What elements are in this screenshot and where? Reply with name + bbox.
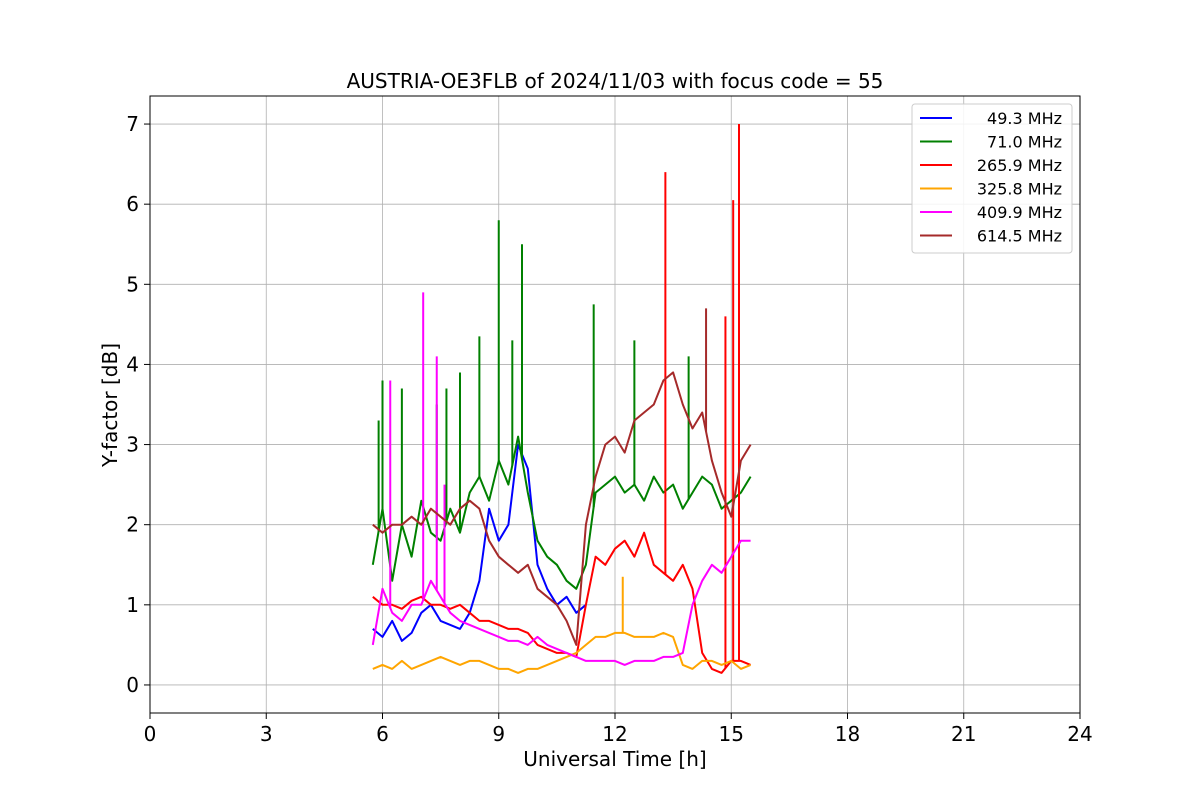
x-axis-label: Universal Time [h]: [523, 747, 706, 771]
y-tick-label: 3: [126, 433, 139, 457]
x-tick-label: 0: [144, 722, 157, 746]
legend-label: 265.9 MHz: [977, 156, 1062, 175]
legend-label: 614.5 MHz: [977, 227, 1062, 246]
legend-label: 409.9 MHz: [977, 203, 1062, 222]
y-tick-label: 7: [126, 112, 139, 136]
y-tick-label: 5: [126, 272, 139, 296]
y-tick-label: 2: [126, 513, 139, 537]
x-tick-label: 6: [376, 722, 389, 746]
legend: 49.3 MHz 71.0 MHz 265.9 MHz 325.8 MHz 409.9 …: [912, 104, 1072, 253]
x-tick-label: 9: [492, 722, 505, 746]
x-tick-label: 3: [260, 722, 273, 746]
x-tick-label: 18: [835, 722, 860, 746]
x-tick-label: 21: [951, 722, 976, 746]
y-tick-label: 6: [126, 192, 139, 216]
x-tick-label: 24: [1067, 722, 1092, 746]
legend-label: 49.3 MHz: [987, 109, 1062, 128]
y-axis-label: Y-factor [dB]: [98, 343, 122, 468]
legend-label: 325.8 MHz: [977, 180, 1062, 199]
y-tick-label: 0: [126, 673, 139, 697]
legend-label: 71.0 MHz: [987, 133, 1062, 152]
chart-title: AUSTRIA-OE3FLB of 2024/11/03 with focus …: [347, 69, 884, 93]
x-tick-label: 15: [719, 722, 744, 746]
x-tick-label: 12: [602, 722, 627, 746]
y-tick-label: 4: [126, 352, 139, 376]
y-tick-label: 1: [126, 593, 139, 617]
